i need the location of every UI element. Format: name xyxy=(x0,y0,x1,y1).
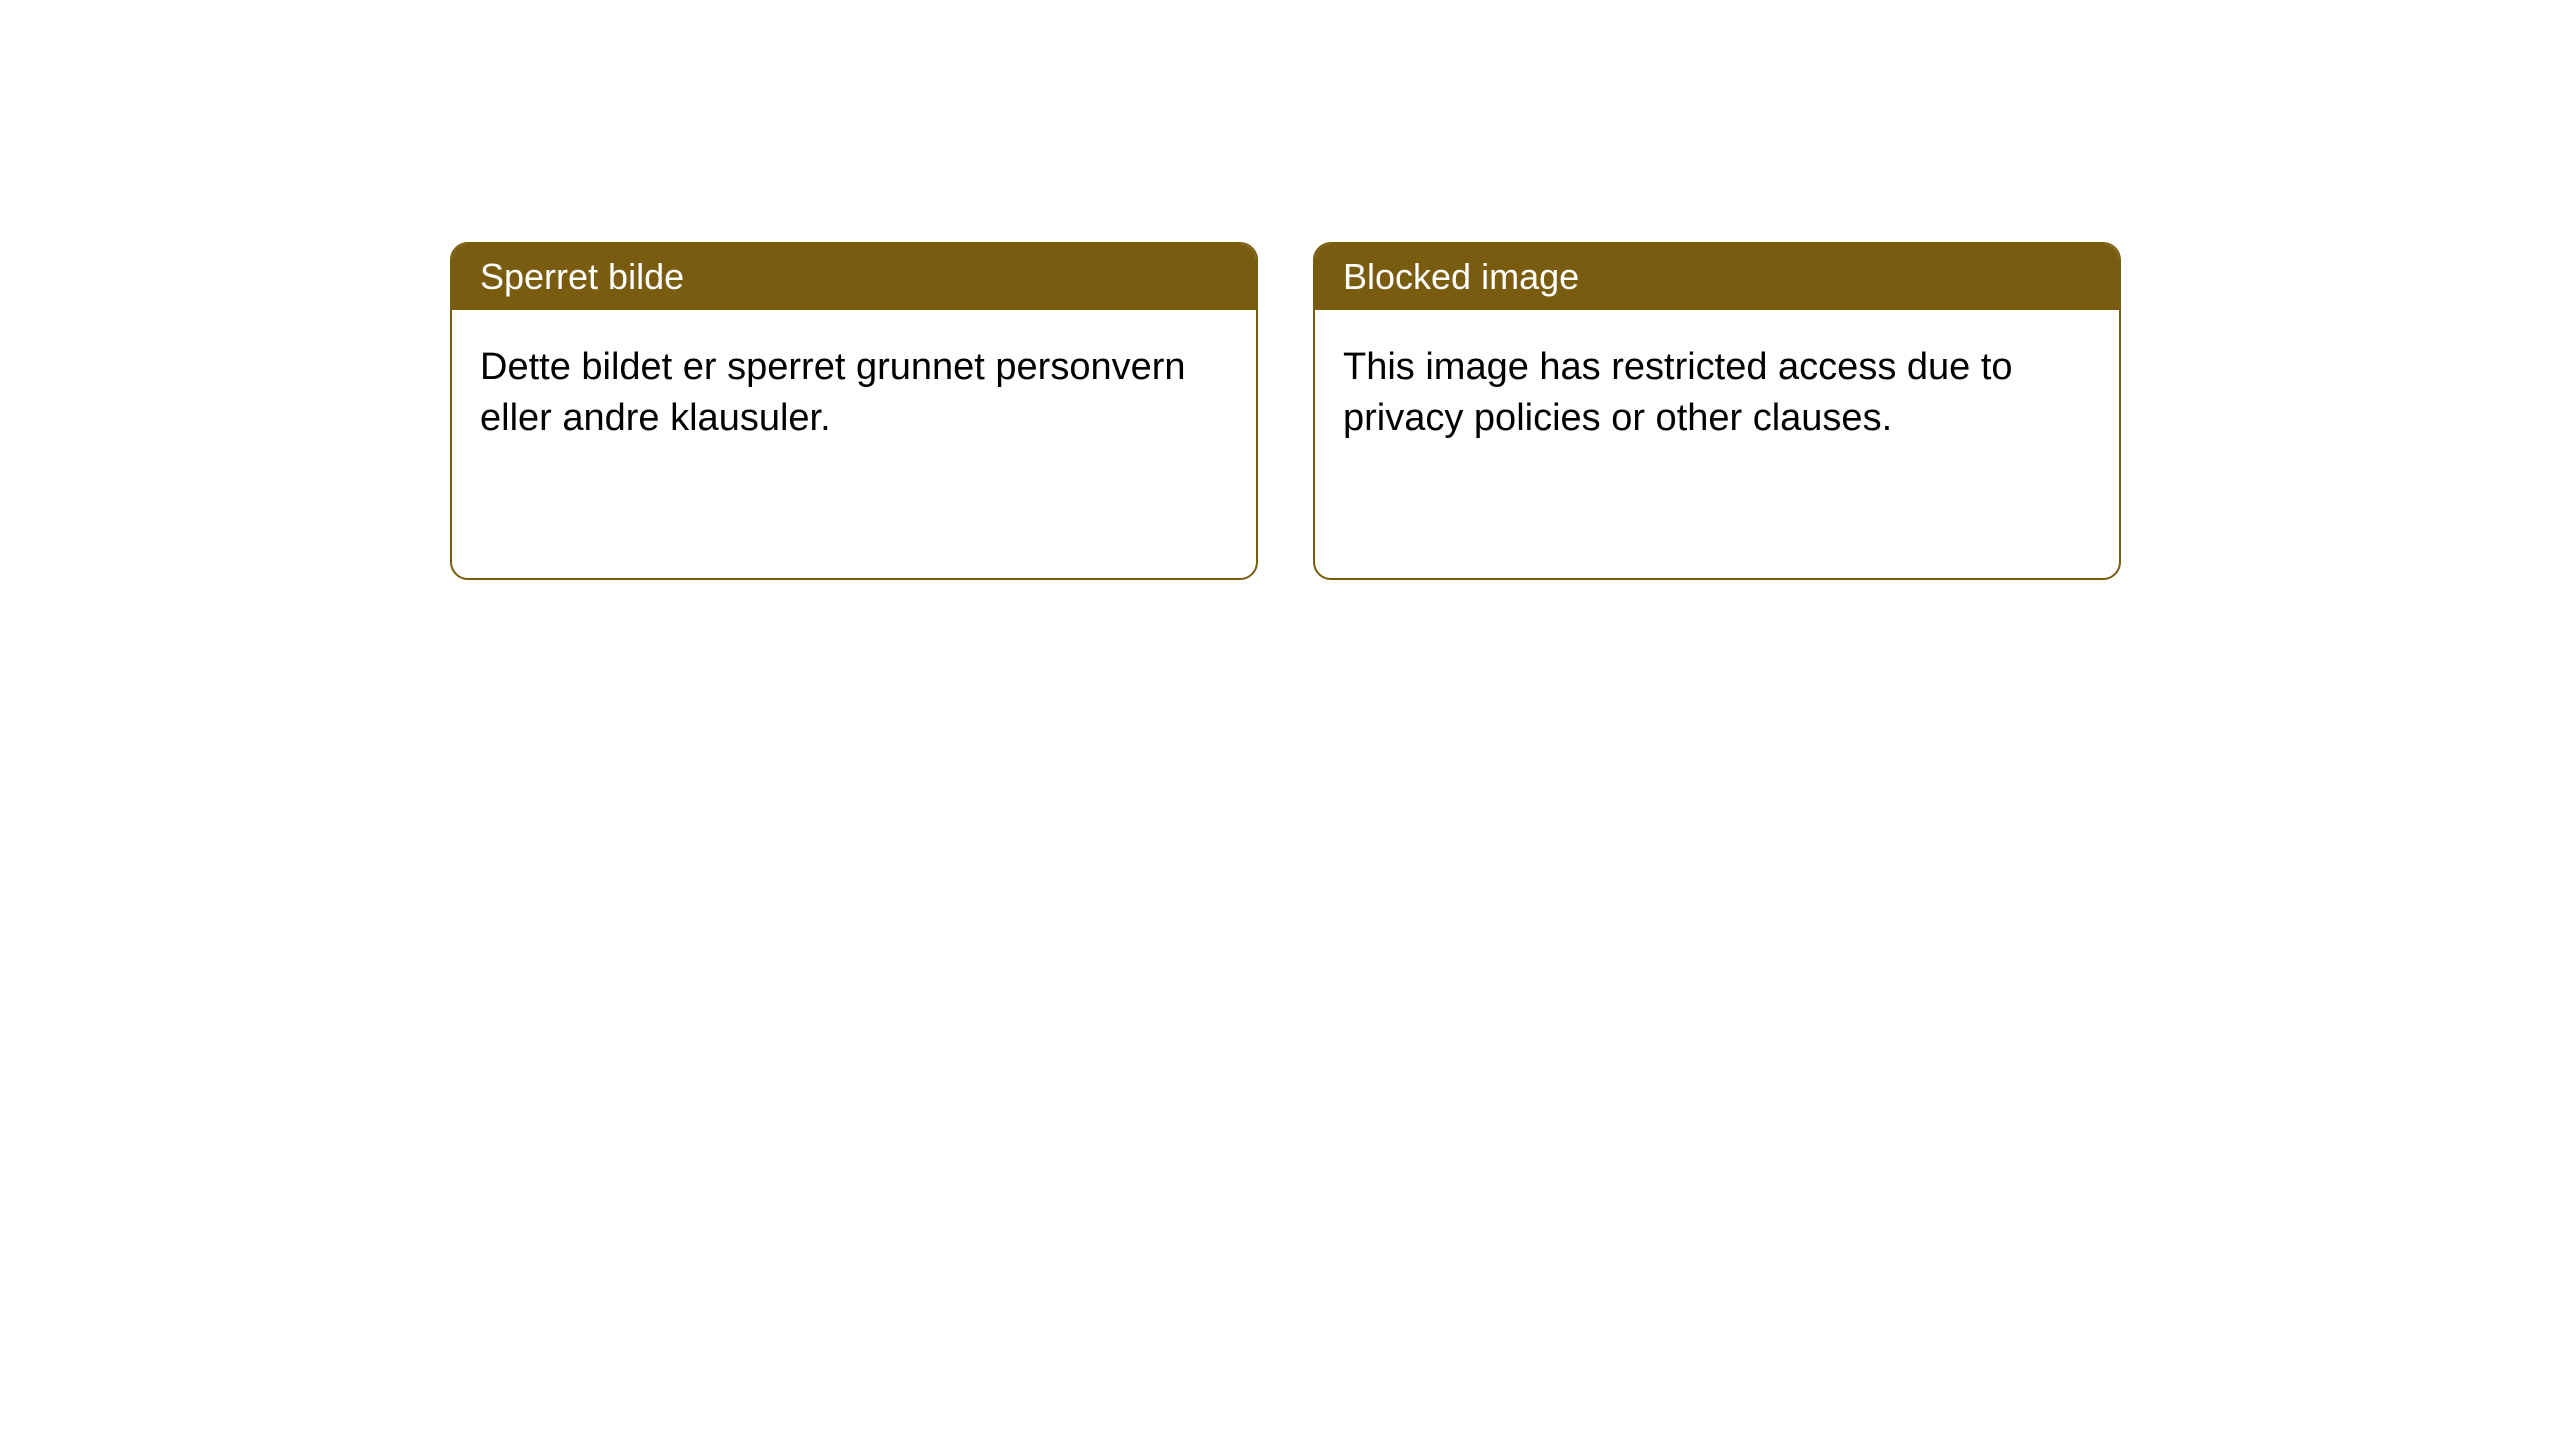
notice-card-header: Blocked image xyxy=(1315,244,2119,310)
notice-card-norwegian: Sperret bilde Dette bildet er sperret gr… xyxy=(450,242,1258,580)
notice-card-body: This image has restricted access due to … xyxy=(1315,310,2119,477)
notice-card-container: Sperret bilde Dette bildet er sperret gr… xyxy=(450,242,2121,580)
notice-card-title: Blocked image xyxy=(1343,256,1579,297)
notice-card-english: Blocked image This image has restricted … xyxy=(1313,242,2121,580)
notice-card-message: Dette bildet er sperret grunnet personve… xyxy=(480,346,1186,439)
notice-card-title: Sperret bilde xyxy=(480,256,684,297)
notice-card-message: This image has restricted access due to … xyxy=(1343,346,2013,439)
notice-card-header: Sperret bilde xyxy=(452,244,1256,310)
notice-card-body: Dette bildet er sperret grunnet personve… xyxy=(452,310,1256,477)
